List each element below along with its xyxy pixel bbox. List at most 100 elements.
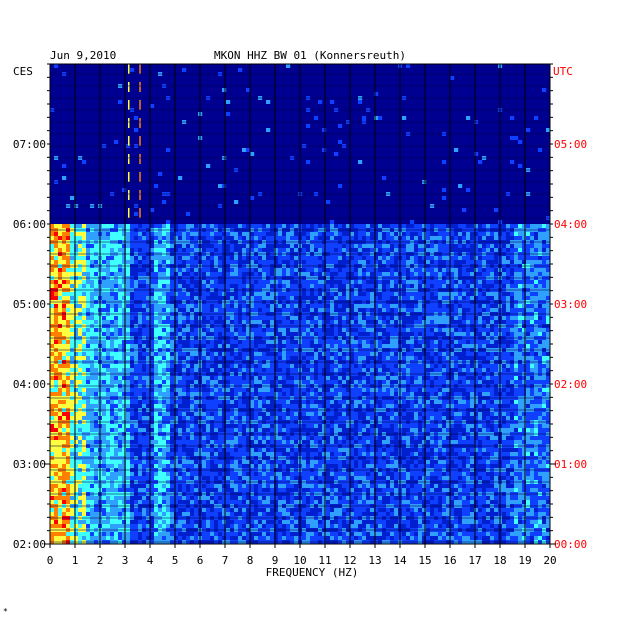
heatmap-cell: [422, 260, 427, 264]
heatmap-cell: [402, 308, 407, 312]
heatmap-cell: [374, 376, 379, 380]
heatmap-cell: [142, 304, 147, 308]
heatmap-cell: [242, 296, 247, 300]
heatmap-cell: [230, 316, 235, 320]
heatmap-cell: [422, 232, 427, 236]
heatmap-cell: [494, 284, 499, 288]
heatmap-cell: [86, 308, 91, 312]
heatmap-cell: [358, 316, 363, 320]
heatmap-cell: [250, 268, 255, 272]
heatmap-cell: [466, 248, 471, 252]
heatmap-cell: [402, 256, 407, 260]
heatmap-cell: [70, 304, 75, 308]
heatmap-cell: [90, 260, 95, 264]
heatmap-cell: [354, 344, 359, 348]
heatmap-cell: [414, 368, 419, 372]
heatmap-cell: [294, 296, 299, 300]
heatmap-cell: [50, 368, 55, 372]
heatmap-cell: [258, 340, 263, 344]
heatmap-cell: [302, 340, 307, 344]
heatmap-cell: [518, 320, 523, 324]
heatmap-cell: [274, 232, 279, 236]
heatmap-cell: [118, 100, 123, 104]
heatmap-cell: [126, 320, 131, 324]
heatmap-cell: [394, 236, 399, 240]
heatmap-cell: [294, 272, 299, 276]
heatmap-cell: [362, 364, 367, 368]
heatmap-cell: [186, 272, 191, 276]
heatmap-cell: [394, 352, 399, 356]
heatmap-cell: [226, 304, 231, 308]
heatmap-cell: [370, 236, 375, 240]
heatmap-cell: [126, 344, 131, 348]
heatmap-cell: [222, 268, 227, 272]
heatmap-cell: [518, 244, 523, 248]
heatmap-cell: [346, 344, 351, 348]
heatmap-cell: [366, 356, 371, 360]
heatmap-cell: [522, 272, 527, 276]
heatmap-cell: [434, 236, 439, 240]
heatmap-cell: [94, 352, 99, 356]
heatmap-cell: [294, 340, 299, 344]
heatmap-cell: [374, 224, 379, 228]
heatmap-cell: [282, 256, 287, 260]
heatmap-cell: [54, 224, 59, 228]
heatmap-cell: [342, 308, 347, 312]
heatmap-cell: [294, 280, 299, 284]
heatmap-cell: [226, 112, 231, 116]
heatmap-cell: [514, 136, 519, 140]
heatmap-cell: [382, 284, 387, 288]
heatmap-cell: [130, 296, 135, 300]
heatmap-cell: [90, 364, 95, 368]
heatmap-cell: [374, 308, 379, 312]
heatmap-cell: [426, 308, 431, 312]
heatmap-cell: [258, 332, 263, 336]
heatmap-cell: [342, 272, 347, 276]
heatmap-cell: [382, 356, 387, 360]
heatmap-cell: [470, 256, 475, 260]
heatmap-cell: [422, 376, 427, 380]
heatmap-cell: [370, 356, 375, 360]
heatmap-cell: [378, 316, 383, 320]
heatmap-cell: [226, 352, 231, 356]
heatmap-cell: [510, 328, 515, 332]
heatmap-cell: [278, 224, 283, 228]
heatmap-cell: [334, 332, 339, 336]
heatmap-cell: [538, 232, 543, 236]
heatmap-cell: [362, 268, 367, 272]
heatmap-cell: [182, 296, 187, 300]
heatmap-cell: [138, 272, 143, 276]
heatmap-cell: [322, 244, 327, 248]
heatmap-cell: [150, 256, 155, 260]
heatmap-cell: [362, 292, 367, 296]
heatmap-cell: [338, 284, 343, 288]
heatmap-cell: [510, 256, 515, 260]
heatmap-cell: [386, 284, 391, 288]
heatmap-cell: [178, 356, 183, 360]
heatmap-cell: [226, 292, 231, 296]
heatmap-cell: [402, 260, 407, 264]
heatmap-cell: [162, 368, 167, 372]
heatmap-cell: [94, 320, 99, 324]
heatmap-cell: [486, 368, 491, 372]
heatmap-cell: [518, 236, 523, 240]
heatmap-cell: [346, 244, 351, 248]
heatmap-cell: [286, 316, 291, 320]
heatmap-cell: [210, 352, 215, 356]
heatmap-cell: [138, 320, 143, 324]
heatmap-cell: [270, 260, 275, 264]
heatmap-cell: [78, 248, 83, 252]
heatmap-cell: [546, 128, 551, 132]
heatmap-cell: [422, 296, 427, 300]
heatmap-cell: [322, 224, 327, 228]
heatmap-cell: [122, 248, 127, 252]
heatmap-cell: [430, 368, 435, 372]
heatmap-cell: [402, 332, 407, 336]
heatmap-cell: [70, 268, 75, 272]
heatmap-cell: [290, 344, 295, 348]
heatmap-cell: [362, 280, 367, 284]
heatmap-cell: [306, 308, 311, 312]
heatmap-cell: [58, 364, 63, 368]
heatmap-cell: [234, 232, 239, 236]
heatmap-cell: [450, 76, 455, 80]
